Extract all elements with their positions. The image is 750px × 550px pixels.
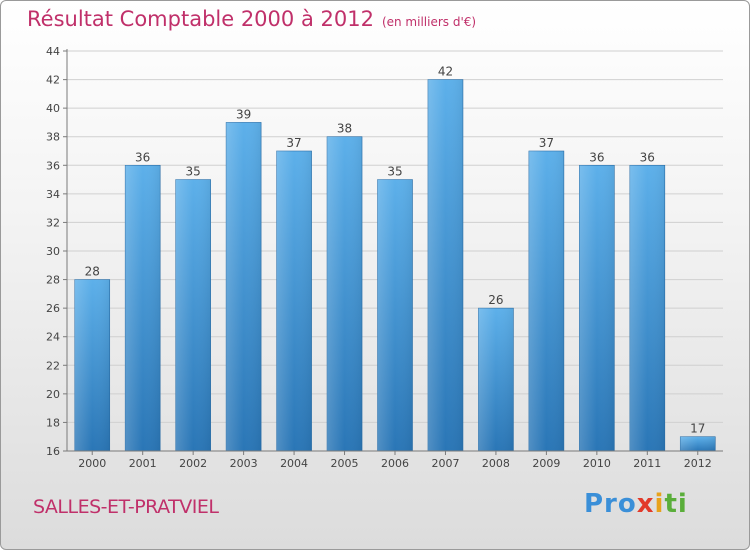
- data-label: 35: [186, 165, 201, 179]
- x-tick-label: 2003: [230, 457, 258, 470]
- y-tick-label: 34: [46, 188, 60, 201]
- data-label: 28: [85, 265, 100, 279]
- logo-part-4: ti: [664, 489, 688, 519]
- bar-shine: [478, 308, 514, 451]
- chart-title: Résultat Comptable 2000 à 2012 (en millie…: [27, 7, 476, 31]
- bar-shine: [125, 165, 161, 452]
- y-tick-label: 32: [46, 216, 60, 229]
- x-tick-label: 2005: [331, 457, 359, 470]
- y-tick-label: 16: [46, 445, 60, 458]
- x-tick-label: 2002: [179, 457, 207, 470]
- x-tick-label: 2006: [381, 457, 409, 470]
- x-tick-label: 2011: [633, 457, 661, 470]
- y-tick-label: 28: [46, 274, 60, 287]
- bar-shine: [74, 279, 110, 451]
- x-tick-label: 2000: [78, 457, 106, 470]
- data-label: 37: [286, 136, 301, 150]
- bar-shine: [377, 179, 413, 452]
- y-tick-label: 18: [46, 416, 60, 429]
- x-tick-label: 2001: [129, 457, 157, 470]
- bar-shine: [680, 436, 716, 451]
- proxiti-logo: Proxiti: [584, 489, 688, 519]
- x-tick-label: 2010: [583, 457, 611, 470]
- logo-part-1: Pro: [584, 489, 637, 519]
- y-tick-label: 20: [46, 388, 60, 401]
- y-tick-label: 44: [46, 45, 60, 58]
- data-label: 17: [690, 422, 705, 436]
- data-label: 36: [589, 150, 604, 164]
- y-tick-label: 38: [46, 131, 60, 144]
- y-tick-label: 42: [46, 74, 60, 87]
- logo-part-2: x: [636, 489, 655, 519]
- bar-shine: [175, 179, 211, 452]
- bar-shine: [427, 79, 463, 452]
- data-label: 26: [488, 293, 503, 307]
- chart-title-text: Résultat Comptable 2000 à 2012: [27, 7, 374, 31]
- y-tick-label: 22: [46, 359, 60, 372]
- axes: 16 18 20 22 24 26 28 30 32 34 36 38 40 42 44 2000 2001 20…: [46, 45, 723, 470]
- x-tick-label: 2009: [532, 457, 560, 470]
- x-tick-label: 2004: [280, 457, 308, 470]
- commune-name: SALLES-ET-PRATVIEL: [33, 496, 219, 518]
- x-tick-label: 2007: [431, 457, 459, 470]
- bar-shine: [226, 122, 262, 451]
- bar-shine: [276, 151, 312, 451]
- y-tick-label: 36: [46, 159, 60, 172]
- bar-shine: [327, 136, 363, 451]
- data-label: 36: [135, 150, 150, 164]
- chart-unit-note: (en milliers d'€): [381, 15, 477, 29]
- x-tick-label: 2008: [482, 457, 510, 470]
- y-tick-label: 26: [46, 302, 60, 315]
- bar-shine: [579, 165, 615, 452]
- bars: 28 36 35 39 37 38 35 42 26 37 36 36 17: [74, 65, 716, 452]
- data-label: 35: [387, 165, 402, 179]
- bar-shine: [528, 151, 564, 451]
- data-label: 39: [236, 107, 251, 121]
- y-tick-label: 30: [46, 245, 60, 258]
- y-tick-label: 40: [46, 102, 60, 115]
- y-tick-label: 24: [46, 331, 60, 344]
- x-tick-label: 2012: [684, 457, 712, 470]
- data-label: 37: [539, 136, 554, 150]
- logo-part-3: i: [654, 489, 665, 519]
- bar-shine: [629, 165, 665, 452]
- data-label: 36: [640, 150, 655, 164]
- data-label: 42: [438, 65, 453, 79]
- data-label: 38: [337, 122, 352, 136]
